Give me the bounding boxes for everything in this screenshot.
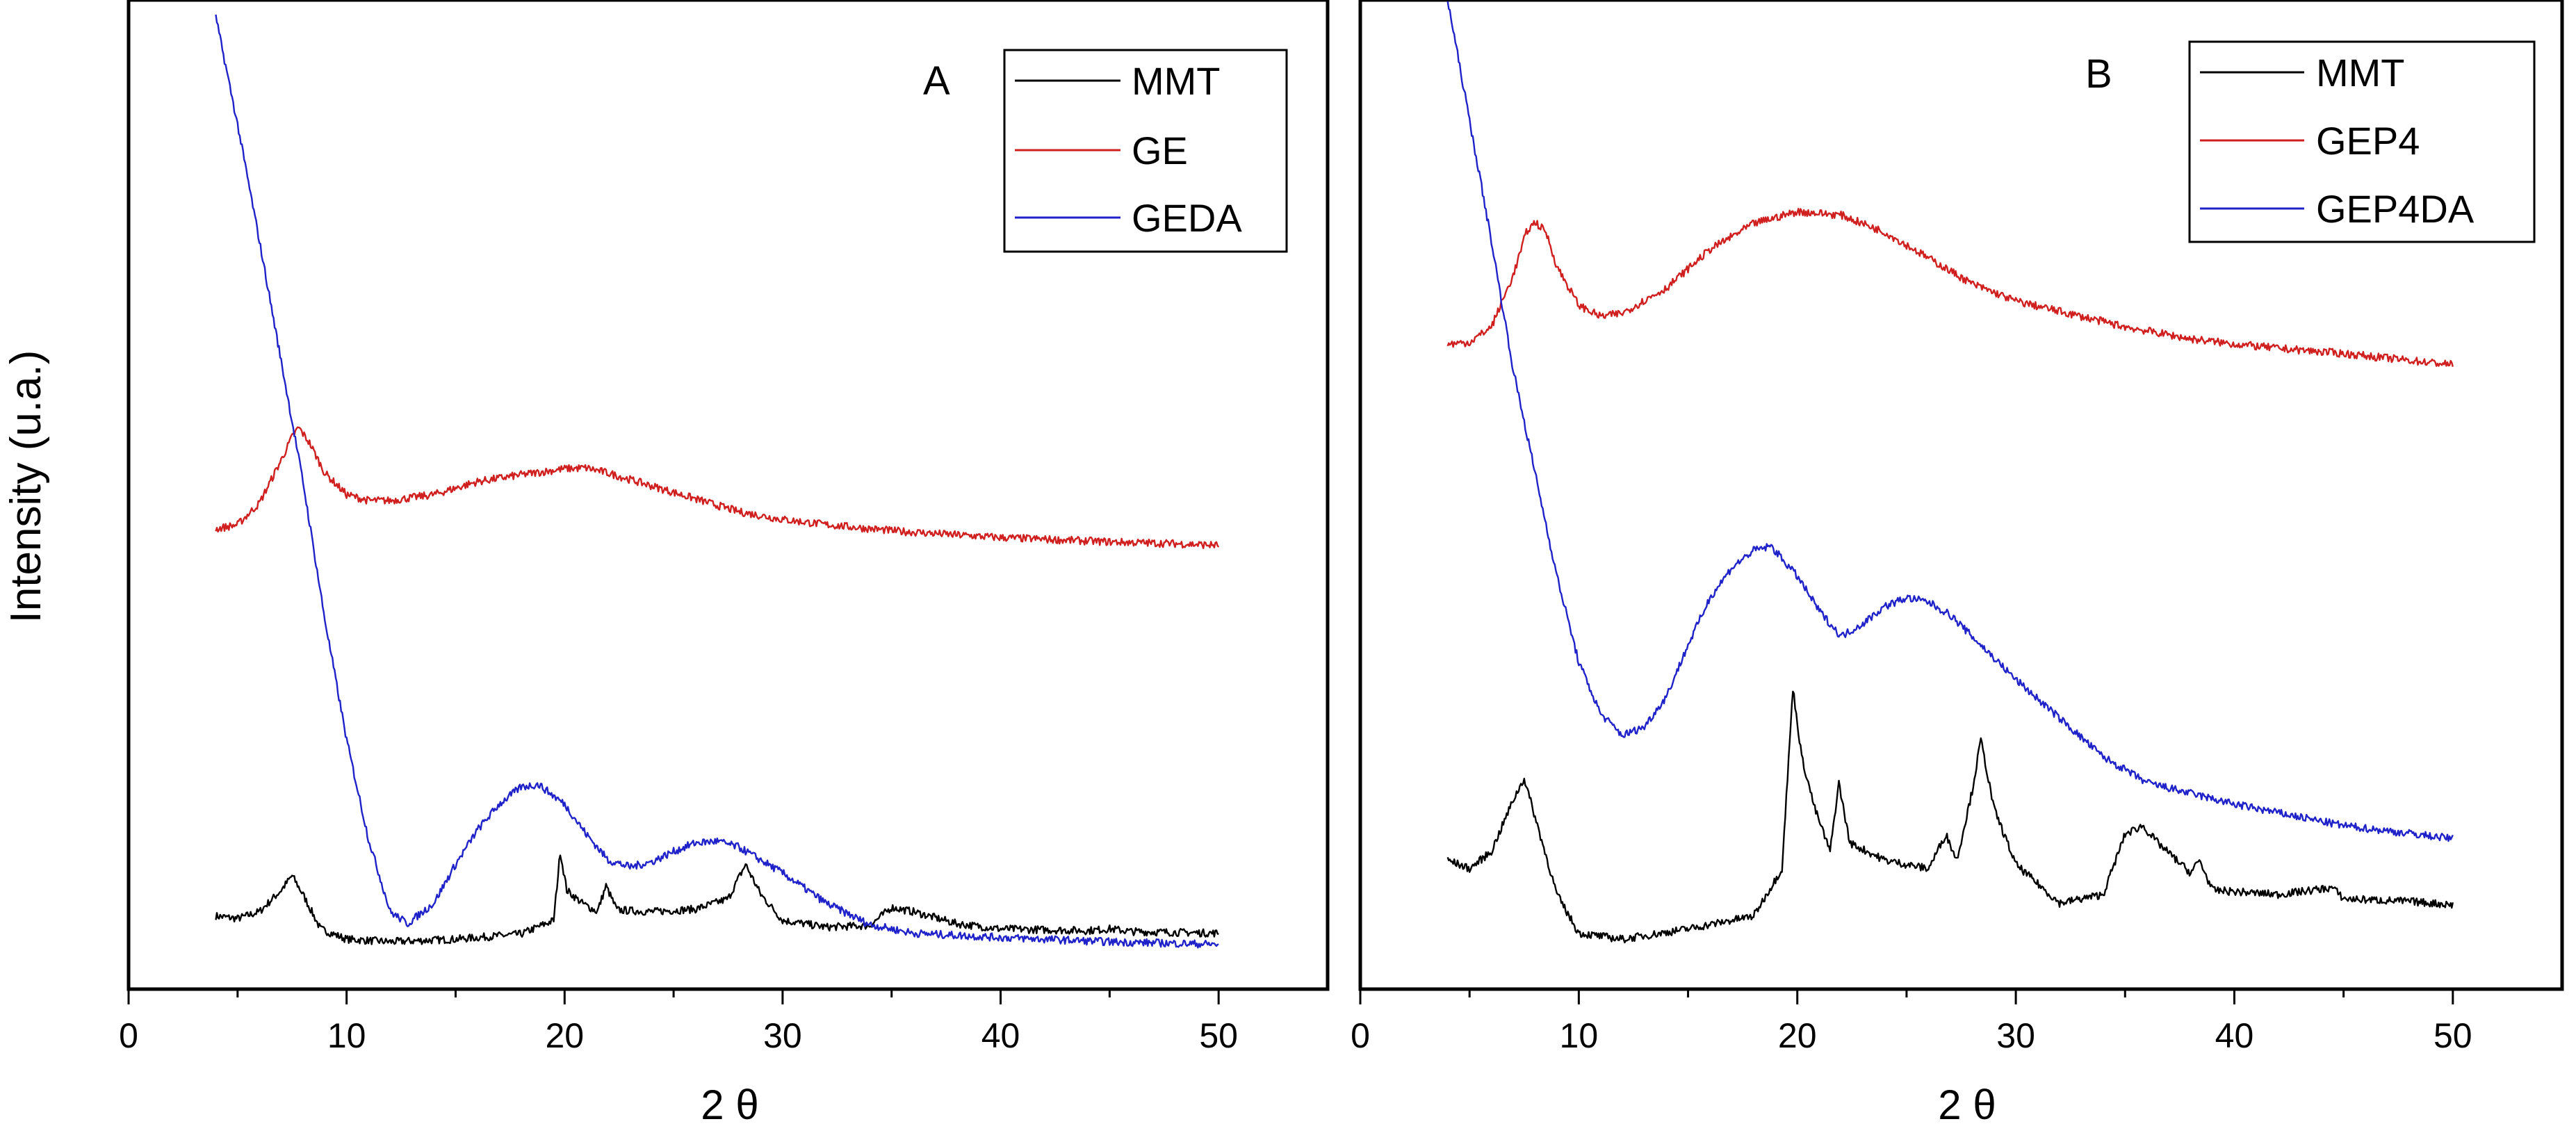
panel-b-series-gep4da bbox=[1446, 1, 2454, 842]
panel-b-x-tick-label: 30 bbox=[1996, 1016, 2035, 1055]
panel-a-x-tick-label: 50 bbox=[1199, 1016, 1238, 1055]
panel-b-x-ticks: 0 10 20 30 40 50 bbox=[1351, 989, 2472, 1055]
panel-b-legend-label-gep4: GEP4 bbox=[2316, 119, 2420, 163]
panel-a-x-tick-label: 20 bbox=[545, 1016, 584, 1055]
panel-a-frame bbox=[127, 0, 1330, 991]
panel-a-x-tick-label: 40 bbox=[981, 1016, 1020, 1055]
panel-b-series-gep4 bbox=[1446, 208, 2454, 367]
panel-a: 0 10 20 30 40 50 A MMT GE GEDA 2 θ bbox=[119, 0, 1330, 1128]
panel-a-series-ge bbox=[215, 426, 1220, 549]
panel-a-legend-label-ge: GE bbox=[1132, 129, 1188, 172]
panel-b: 0 10 20 30 40 50 B MMT GEP4 GEP4DA 2 θ bbox=[1351, 0, 2564, 1128]
y-axis-label: Intensity (u.a.) bbox=[2, 350, 50, 623]
panel-a-legend-label-geda: GEDA bbox=[1132, 196, 1242, 240]
panel-b-label: B bbox=[2085, 51, 2112, 97]
panel-a-series-geda bbox=[215, 14, 1219, 949]
panel-a-x-ticks: 0 10 20 30 40 50 bbox=[119, 989, 1238, 1055]
panel-b-legend-label-gep4da: GEP4DA bbox=[2316, 187, 2475, 231]
panel-b-series-mmt bbox=[1446, 690, 2454, 944]
panel-a-x-tick-label: 10 bbox=[327, 1016, 366, 1055]
panel-a-series bbox=[215, 14, 1220, 949]
panel-a-x-tick-label: 0 bbox=[119, 1016, 138, 1055]
panel-b-x-tick-label: 40 bbox=[2215, 1016, 2254, 1055]
panel-a-legend: MMT GE GEDA bbox=[1003, 49, 1288, 253]
panel-b-x-tick-label: 10 bbox=[1560, 1016, 1599, 1055]
panel-b-x-tick-label: 50 bbox=[2434, 1016, 2472, 1055]
panel-b-x-tick-label: 0 bbox=[1351, 1016, 1370, 1055]
panel-a-series-mmt bbox=[215, 854, 1219, 945]
panel-a-legend-label-mmt: MMT bbox=[1132, 59, 1221, 103]
panel-b-frame bbox=[1358, 0, 2564, 991]
panel-b-legend: MMT GEP4 GEP4DA bbox=[2188, 40, 2536, 243]
panel-b-x-axis-label: 2 θ bbox=[1938, 1082, 1996, 1128]
panel-b-x-tick-label: 20 bbox=[1778, 1016, 1817, 1055]
panel-b-legend-label-mmt: MMT bbox=[2316, 51, 2405, 95]
panel-a-x-tick-label: 30 bbox=[763, 1016, 802, 1055]
panel-a-x-axis-label: 2 θ bbox=[701, 1082, 758, 1128]
panel-a-label: A bbox=[923, 58, 950, 104]
panel-b-series bbox=[1446, 1, 2454, 944]
